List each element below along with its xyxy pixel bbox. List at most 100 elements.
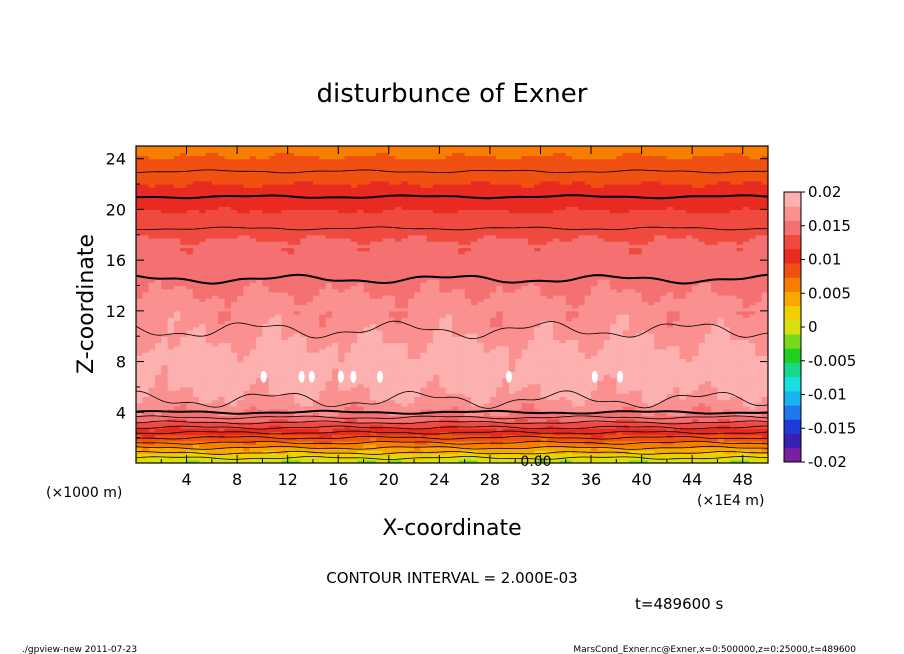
field-cell	[426, 440, 434, 445]
field-cell	[376, 418, 384, 423]
field-cell	[477, 355, 485, 359]
field-cell	[249, 443, 257, 448]
field-cell	[388, 459, 396, 463]
field-cell	[230, 304, 238, 309]
field-cell	[186, 390, 194, 394]
field-cell	[717, 459, 725, 463]
field-cell	[711, 352, 719, 356]
field-cell	[749, 409, 756, 413]
field-cell	[698, 333, 706, 337]
field-cell	[281, 307, 289, 312]
field-cell	[294, 399, 301, 404]
field-cell	[534, 456, 542, 461]
field-cell	[470, 333, 478, 337]
field-cell	[167, 418, 175, 423]
field-cell	[540, 352, 548, 356]
field-cell	[180, 447, 188, 451]
field-cell	[622, 431, 630, 436]
field-cell	[357, 402, 365, 407]
field-cell	[717, 383, 725, 388]
field-cell	[540, 459, 548, 463]
field-cell	[749, 307, 756, 312]
field-cell	[136, 459, 143, 463]
field-cell	[477, 326, 485, 331]
field-cell	[603, 333, 611, 337]
field-cell	[306, 326, 314, 331]
field-cell	[730, 377, 737, 382]
field-cell	[673, 380, 681, 385]
field-cell	[414, 364, 421, 369]
field-cell	[761, 355, 768, 359]
field-cell	[262, 431, 270, 436]
field-cell	[420, 383, 428, 388]
field-cell	[445, 329, 453, 334]
field-cell	[521, 336, 529, 340]
field-cell	[224, 336, 232, 340]
field-cell	[584, 390, 592, 394]
field-cell	[736, 339, 744, 344]
field-cell	[477, 304, 485, 309]
field-cell	[142, 352, 150, 356]
field-cell	[319, 371, 327, 375]
field-cell	[205, 459, 213, 463]
field-cell	[464, 380, 472, 385]
field-cell	[262, 336, 270, 340]
field-cell	[673, 358, 681, 363]
field-cell	[192, 443, 200, 448]
field-cell	[199, 314, 207, 318]
field-cell	[433, 348, 440, 353]
field-cell	[496, 437, 504, 442]
field-cell	[578, 358, 586, 363]
field-cell	[597, 456, 605, 461]
field-cell	[508, 307, 516, 312]
field-cell	[294, 409, 301, 413]
field-cell	[610, 402, 617, 407]
field-cell	[660, 418, 668, 423]
field-cell	[679, 333, 687, 337]
field-cell	[654, 342, 662, 347]
field-cell	[382, 453, 390, 458]
field-cell	[426, 342, 434, 347]
field-cell	[717, 421, 725, 426]
field-cell	[761, 409, 768, 413]
field-cell	[439, 456, 447, 461]
field-cell	[154, 431, 162, 436]
field-cell	[483, 323, 491, 328]
field-cell	[761, 443, 768, 448]
field-cell	[167, 440, 175, 445]
field-cell	[647, 447, 655, 451]
field-cell	[622, 405, 630, 410]
field-cell	[521, 431, 529, 436]
field-cell	[445, 380, 453, 385]
field-cell	[755, 352, 763, 356]
field-cell	[635, 402, 643, 407]
field-cell	[420, 396, 428, 401]
field-cell	[376, 314, 384, 318]
field-cell	[407, 396, 415, 401]
field-cell	[578, 377, 586, 382]
field-cell	[376, 424, 384, 429]
field-cell	[281, 443, 289, 448]
field-cell	[660, 348, 668, 353]
field-cell	[559, 348, 567, 353]
field-cell	[142, 317, 150, 321]
field-cell	[641, 358, 649, 363]
field-cell	[591, 367, 598, 372]
field-cell	[199, 339, 207, 344]
field-cell	[230, 393, 238, 398]
field-cell	[338, 386, 346, 391]
field-cell	[224, 396, 232, 401]
field-cell	[673, 374, 681, 379]
field-cell	[180, 374, 188, 379]
field-cell	[142, 367, 150, 372]
field-cell	[426, 415, 434, 420]
field-cell	[452, 304, 459, 309]
field-cell	[357, 443, 365, 448]
field-cell	[414, 383, 421, 388]
field-cell	[477, 390, 485, 394]
field-cell	[230, 434, 238, 439]
field-cell	[401, 314, 409, 318]
field-cell	[635, 342, 643, 347]
field-cell	[192, 386, 200, 391]
field-cell	[199, 440, 207, 445]
